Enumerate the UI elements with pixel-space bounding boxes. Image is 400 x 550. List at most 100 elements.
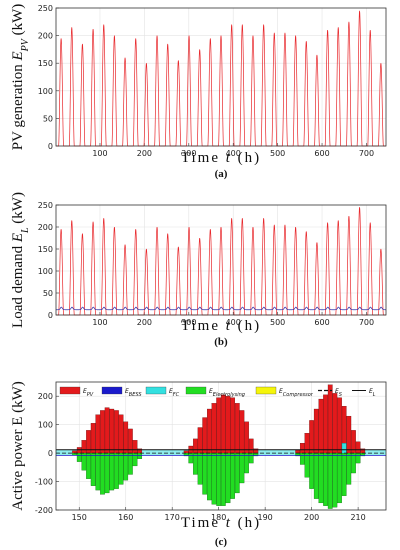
legend-label: ES	[335, 388, 343, 398]
pv-bar	[239, 410, 245, 454]
legend-label: EL	[369, 388, 376, 398]
series-line-0	[56, 10, 386, 147]
x-tick-label: 100	[92, 318, 107, 327]
y-tick-label: 0	[48, 449, 53, 458]
x-tick-label: 200	[137, 149, 152, 158]
pv-bar	[193, 438, 198, 454]
panel-caption: (a)	[215, 168, 228, 180]
electrolysing-bar	[337, 452, 342, 504]
y-tick-label: 100	[38, 267, 53, 276]
electrolysing-bar	[207, 452, 212, 501]
pv-bar	[309, 420, 314, 454]
electrolysing-bar	[355, 452, 361, 464]
y-tick-label: 250	[38, 4, 53, 13]
x-tick-label: 300	[181, 318, 196, 327]
pv-bar	[244, 421, 249, 454]
panel-a: 100 200 300 400 500 600 700 0 50 100 150 200 250 PV g…	[10, 4, 387, 180]
pv-bar	[109, 408, 115, 454]
electrolysing-bar	[76, 452, 82, 462]
pv-bar	[346, 415, 352, 454]
series-line-0	[56, 207, 386, 316]
pv-bar	[220, 394, 226, 454]
y-tick-label: 0	[48, 311, 53, 320]
x-tick-label: 170	[165, 513, 180, 522]
pv-bar	[132, 440, 138, 454]
pv-bar	[118, 414, 124, 454]
electrolysing-bar	[104, 452, 110, 494]
legend-swatch	[255, 386, 277, 395]
x-tick-label: 150	[72, 513, 87, 522]
y-axis-label: Load demand EL (kW)	[10, 192, 31, 328]
electrolysing-bar	[211, 452, 217, 505]
electrolysing-bar	[137, 452, 143, 459]
y-tick-label: 100	[38, 87, 53, 96]
x-tick-label: 190	[258, 513, 273, 522]
x-tick-label: 210	[350, 513, 365, 522]
legend-label: EBESS	[125, 388, 142, 398]
electrolysing-bar	[313, 452, 319, 499]
electrolysing-bar	[193, 452, 198, 475]
pv-bar	[104, 407, 110, 454]
panel-caption: (b)	[214, 336, 228, 348]
electrolysing-bar	[304, 452, 310, 478]
pv-bar	[299, 443, 305, 454]
x-axis-label: Time t (h)	[181, 318, 261, 334]
pv-bar	[202, 417, 208, 454]
legend-label: EElectrolysing	[209, 388, 245, 398]
electrolysing-bar	[220, 452, 226, 506]
electrolysing-bar	[188, 452, 194, 464]
x-tick-label: 100	[92, 149, 107, 158]
y-tick-label: -100	[35, 478, 53, 487]
x-tick-label: 400	[226, 318, 241, 327]
electrolysing-bar	[318, 452, 324, 504]
pv-bar	[234, 403, 240, 454]
x-axis-label: Time t (h)	[181, 515, 261, 531]
y-tick-label: 200	[38, 223, 53, 232]
electrolysing-bar	[244, 452, 249, 474]
x-tick-label: 600	[314, 149, 329, 158]
pv-bar	[295, 450, 301, 454]
panel-caption: (c)	[215, 536, 228, 548]
pv-bar	[211, 403, 217, 454]
electrolysing-bar	[351, 452, 356, 474]
electrolysing-bar	[202, 452, 208, 495]
electrolysing-bar	[346, 452, 352, 485]
electrolysing-bar	[183, 452, 189, 457]
x-tick-label: 700	[359, 318, 374, 327]
legend-label: EFC	[169, 388, 180, 398]
y-tick-label: 250	[38, 201, 53, 210]
pv-bar	[90, 423, 96, 454]
electrolysing-bar	[114, 452, 119, 489]
electrolysing-bar	[225, 452, 231, 504]
electrolysing-bar	[309, 452, 314, 489]
legend-label: ECompressor	[279, 388, 314, 398]
y-tick-label: 200	[38, 392, 53, 401]
x-tick-label: 200	[137, 318, 152, 327]
electrolysing-bar	[234, 452, 240, 494]
axes-box	[55, 204, 387, 316]
pv-bar	[81, 440, 87, 454]
y-tick-label: 150	[38, 245, 53, 254]
legend-swatch	[185, 386, 207, 395]
pv-bar	[216, 397, 222, 454]
pv-bar	[355, 441, 361, 454]
legend-label: EPV	[83, 388, 94, 398]
y-tick-label: 50	[43, 289, 53, 298]
panel-b: 100 200 300 400 500 600 700 0 50 100 150 200 250 Load…	[10, 192, 387, 348]
y-tick-label: 200	[38, 32, 53, 41]
electrolysing-bar	[100, 452, 105, 495]
electrolysing-bar	[86, 452, 91, 479]
y-tick-label: -200	[35, 506, 53, 515]
electrolysing-bar	[341, 452, 347, 496]
y-tick-label: 100	[38, 421, 53, 430]
x-tick-label: 500	[270, 149, 285, 158]
pv-bar	[114, 410, 119, 454]
x-tick-label: 160	[118, 513, 133, 522]
pv-bar	[318, 398, 324, 454]
pv-bar	[230, 397, 235, 454]
pv-bar	[207, 408, 212, 454]
electrolysing-bar	[95, 452, 101, 491]
electrolysing-bar	[216, 452, 222, 506]
y-axis-label: Active power E (kW)	[10, 381, 26, 511]
electrolysing-bar	[323, 452, 328, 506]
